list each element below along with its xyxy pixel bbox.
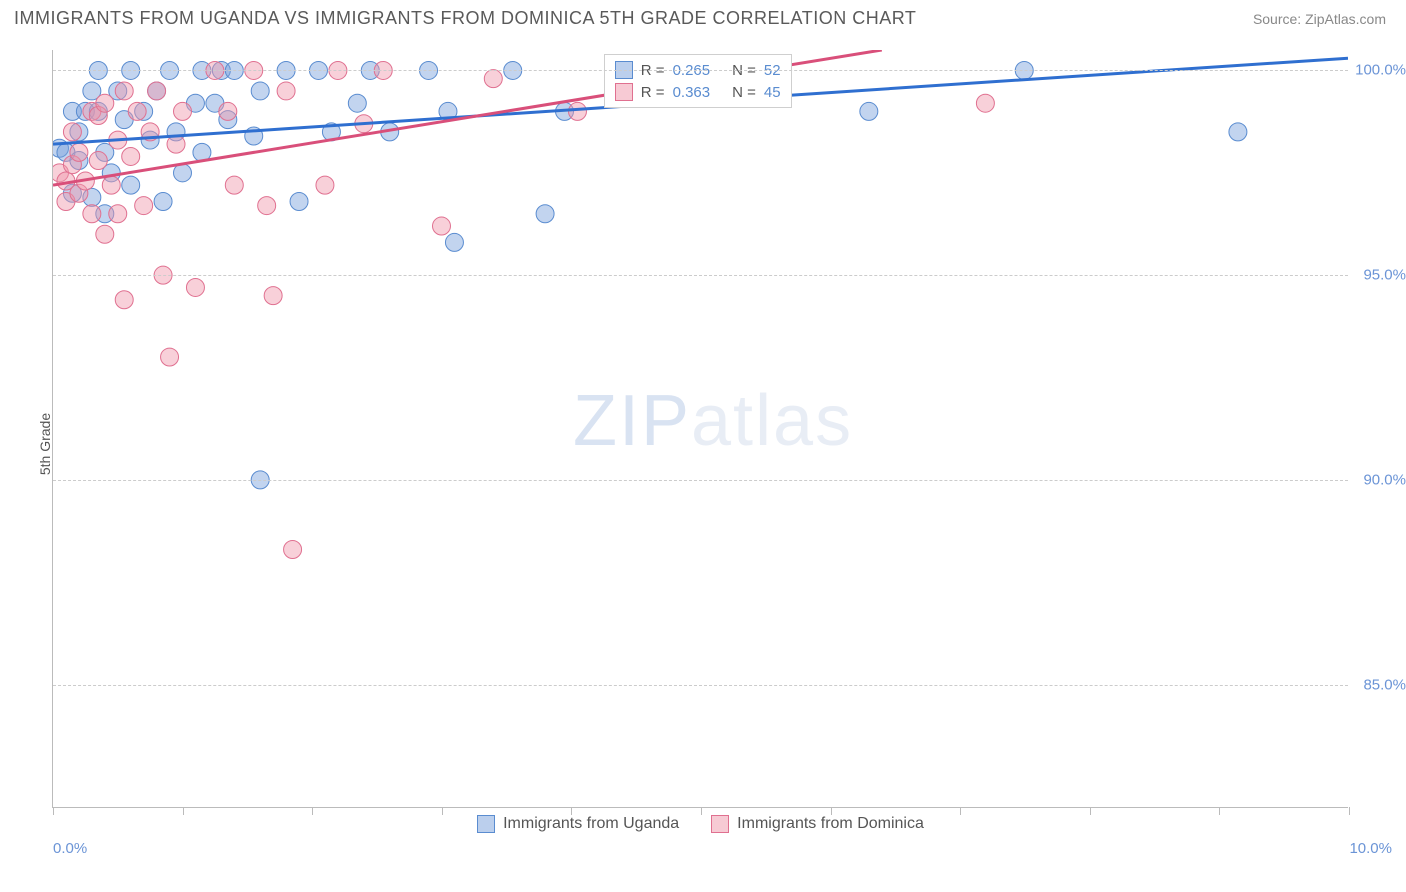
data-point <box>1229 123 1247 141</box>
gridline <box>53 480 1348 481</box>
data-point <box>264 287 282 305</box>
data-point <box>161 348 179 366</box>
x-tick <box>701 807 702 815</box>
data-point <box>348 94 366 112</box>
x-tick <box>831 807 832 815</box>
data-point <box>445 233 463 251</box>
legend-item-dominica: Immigrants from Dominica <box>711 815 924 833</box>
gridline <box>53 70 1348 71</box>
data-point <box>122 176 140 194</box>
chart-title: IMMIGRANTS FROM UGANDA VS IMMIGRANTS FRO… <box>14 8 916 29</box>
data-point <box>96 225 114 243</box>
x-tick <box>183 807 184 815</box>
data-point <box>115 82 133 100</box>
data-point <box>277 82 295 100</box>
legend-row-dominica: R = 0.363 N = 45 <box>615 81 781 103</box>
data-point <box>96 94 114 112</box>
data-point <box>109 205 127 223</box>
chart-plot-area: ZIPatlas R = 0.265 N = 52 R = 0.363 N = … <box>52 50 1348 808</box>
series-legend: Immigrants from Uganda Immigrants from D… <box>53 815 1348 833</box>
data-point <box>174 102 192 120</box>
swatch-pink-icon <box>711 815 729 833</box>
data-point <box>154 192 172 210</box>
x-tick <box>960 807 961 815</box>
data-point <box>251 82 269 100</box>
y-tick-label: 90.0% <box>1363 472 1406 489</box>
data-point <box>63 123 81 141</box>
data-point <box>860 102 878 120</box>
data-point <box>258 197 276 215</box>
y-axis-title: 5th Grade <box>37 413 53 475</box>
legend-label: Immigrants from Dominica <box>737 815 924 833</box>
x-axis-max-label: 10.0% <box>1349 840 1392 857</box>
correlation-legend: R = 0.265 N = 52 R = 0.363 N = 45 <box>604 54 792 108</box>
data-point <box>122 147 140 165</box>
data-point <box>219 102 237 120</box>
data-point <box>568 102 586 120</box>
data-point <box>316 176 334 194</box>
data-point <box>70 143 88 161</box>
x-tick <box>1349 807 1350 815</box>
data-point <box>290 192 308 210</box>
data-point <box>225 176 243 194</box>
legend-n-value: 45 <box>764 84 781 101</box>
x-tick <box>312 807 313 815</box>
x-tick <box>571 807 572 815</box>
chart-container: 5th Grade ZIPatlas R = 0.265 N = 52 R = … <box>14 44 1392 844</box>
y-tick-label: 100.0% <box>1355 62 1406 79</box>
legend-label: Immigrants from Uganda <box>503 815 679 833</box>
data-point <box>135 197 153 215</box>
data-point <box>89 152 107 170</box>
data-point <box>536 205 554 223</box>
data-point <box>484 70 502 88</box>
y-tick-label: 85.0% <box>1363 677 1406 694</box>
data-point <box>115 291 133 309</box>
data-point <box>976 94 994 112</box>
data-point <box>433 217 451 235</box>
swatch-blue-icon <box>477 815 495 833</box>
data-point <box>128 102 146 120</box>
legend-r-label: R = <box>641 84 665 101</box>
data-point <box>284 540 302 558</box>
gridline <box>53 685 1348 686</box>
data-point <box>102 176 120 194</box>
x-tick <box>1219 807 1220 815</box>
y-tick-label: 95.0% <box>1363 267 1406 284</box>
x-tick <box>53 807 54 815</box>
chart-svg <box>53 50 1348 807</box>
legend-n-label: N = <box>732 84 756 101</box>
swatch-pink-icon <box>615 83 633 101</box>
legend-r-value: 0.363 <box>673 84 711 101</box>
data-point <box>148 82 166 100</box>
x-tick <box>442 807 443 815</box>
legend-item-uganda: Immigrants from Uganda <box>477 815 679 833</box>
source-label: Source: ZipAtlas.com <box>1253 11 1386 27</box>
x-axis-min-label: 0.0% <box>53 840 87 857</box>
x-tick <box>1090 807 1091 815</box>
data-point <box>83 205 101 223</box>
gridline <box>53 275 1348 276</box>
data-point <box>186 278 204 296</box>
